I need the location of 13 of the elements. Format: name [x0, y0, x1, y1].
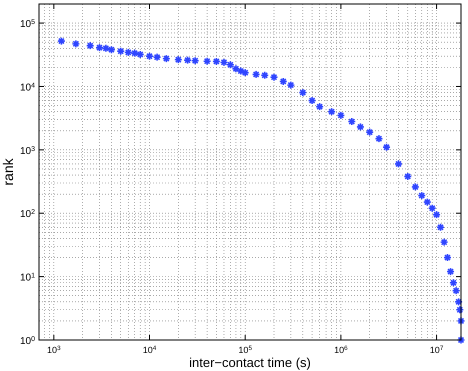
x-axis-title: inter−contact time (s) — [189, 355, 311, 370]
x-tick-label: 10$^{3}$ — [47, 344, 62, 355]
y-tick-label: 10$^{4}$ — [20, 82, 36, 94]
y-tick-label: 10$^{5}$ — [20, 18, 36, 30]
x-tick-label: 10$^{4}$ — [142, 344, 157, 355]
y-axis-title: rank — [0, 157, 16, 186]
y-tick-label: 10$^{0}$ — [20, 336, 36, 347]
x-tick-label: 10$^{7}$ — [430, 344, 444, 355]
y-tick-label: 10$^{3}$ — [20, 145, 36, 157]
x-tick-label: 10$^{5}$ — [238, 344, 252, 355]
x-tick-label: 10$^{6}$ — [334, 344, 348, 355]
y-tick-label: 10$^{2}$ — [20, 208, 36, 220]
y-tick-label: 10$^{1}$ — [20, 272, 36, 284]
